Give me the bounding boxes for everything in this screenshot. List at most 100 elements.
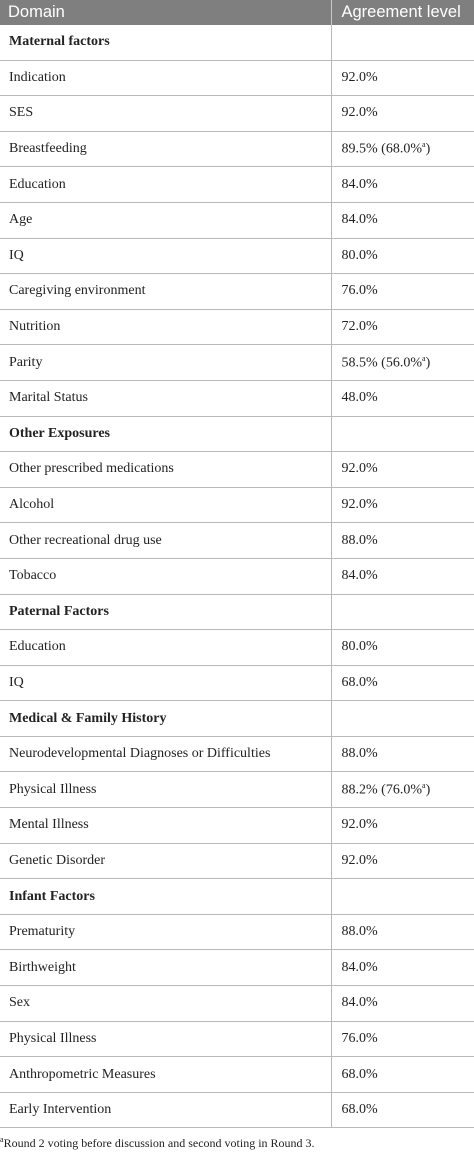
domain-cell: SES: [0, 95, 332, 132]
section-label: Other Exposures: [0, 416, 332, 453]
domain-cell: Physical Illness: [0, 1021, 332, 1058]
domain-cell: Other prescribed medications: [0, 451, 332, 488]
table-row: Indication 92.0%: [0, 60, 474, 97]
footnote-text: Round 2 voting before discussion and sec…: [3, 1136, 315, 1151]
agreement-value: 88.2% (76.0%: [341, 782, 423, 798]
agreement-cell: 88.0%: [331, 522, 474, 559]
agreement-value: 80.0%: [341, 247, 378, 263]
table-row: Marital Status 48.0%: [0, 380, 474, 417]
footnote-marker: a: [422, 353, 426, 363]
agreement-cell: 72.0%: [331, 309, 474, 346]
table-row: Prematurity 88.0%: [0, 914, 474, 951]
agreement-value: 84.0%: [341, 176, 378, 192]
agreement-cell: 80.0%: [331, 238, 474, 275]
agreement-cell: 68.0%: [331, 1092, 474, 1129]
table-row: Breastfeeding 89.5% (68.0%a): [0, 131, 474, 168]
section-header-row: Paternal Factors: [0, 594, 474, 631]
table-row: Mental Illness 92.0%: [0, 807, 474, 844]
agreement-value: 88.0%: [341, 746, 378, 762]
table-row: Genetic Disorder 92.0%: [0, 843, 474, 880]
agreement-cell: 80.0%: [331, 629, 474, 666]
domain-cell: Indication: [0, 60, 332, 97]
agreement-cell: 92.0%: [331, 60, 474, 97]
agreement-cell: [331, 416, 474, 453]
agreement-cell: 92.0%: [331, 95, 474, 132]
table-row: IQ 80.0%: [0, 238, 474, 275]
agreement-value: 88.0%: [341, 924, 378, 940]
agreement-cell: 76.0%: [331, 273, 474, 310]
agreement-cell: 92.0%: [331, 451, 474, 488]
domain-cell: Sex: [0, 985, 332, 1022]
agreement-cell: 76.0%: [331, 1021, 474, 1058]
agreement-cell: 48.0%: [331, 380, 474, 417]
section-label: Maternal factors: [0, 25, 332, 61]
agreement-cell: 88.0%: [331, 914, 474, 951]
agreement-value: 84.0%: [341, 959, 378, 975]
agreement-value: 92.0%: [341, 817, 378, 833]
domain-cell: Early Intervention: [0, 1092, 332, 1129]
domain-cell: Other recreational drug use: [0, 522, 332, 559]
agreement-cell: [331, 25, 474, 61]
agreement-cell: 68.0%: [331, 1056, 474, 1093]
agreement-value: 92.0%: [341, 69, 378, 85]
agreement-cell: 92.0%: [331, 807, 474, 844]
agreement-value: 68.0%: [341, 1066, 378, 1082]
agreement-value: 92.0%: [341, 461, 378, 477]
table-row: SES 92.0%: [0, 95, 474, 132]
domain-cell: Birthweight: [0, 949, 332, 987]
agreement-value: 68.0%: [341, 1102, 378, 1118]
agreement-value: 84.0%: [341, 212, 378, 228]
table-row: Education 80.0%: [0, 629, 474, 666]
agreement-cell: 92.0%: [331, 487, 474, 524]
agreement-cell: 84.0%: [331, 202, 474, 239]
agreement-cell: 92.0%: [331, 843, 474, 880]
table-row: Caregiving environment 76.0%: [0, 273, 474, 310]
agreement-cell: [331, 594, 474, 631]
agreement-cell: 68.0%: [331, 665, 474, 702]
header-agreement-level: Agreement level: [331, 0, 474, 25]
section-label: Paternal Factors: [0, 594, 332, 631]
agreement-cell: 84.0%: [331, 949, 474, 987]
table-row: Parity 58.5% (56.0%a): [0, 344, 474, 381]
agreement-cell: 84.0%: [331, 985, 474, 1022]
domain-cell: Marital Status: [0, 380, 332, 417]
section-header-row: Other Exposures: [0, 416, 474, 453]
agreement-cell: 84.0%: [331, 558, 474, 595]
section-label: Medical & Family History: [0, 700, 332, 737]
footnote: aRound 2 voting before discussion and se…: [0, 1128, 474, 1151]
domain-cell: Age: [0, 202, 332, 239]
table-row: Birthweight 84.0%: [0, 949, 474, 987]
section-label: Infant Factors: [0, 878, 332, 915]
agreement-value: 48.0%: [341, 390, 378, 406]
domain-cell: Mental Illness: [0, 807, 332, 844]
agreement-cell: [331, 878, 474, 915]
section-header-row: Medical & Family History: [0, 700, 474, 737]
footnote-mark: a: [0, 1135, 4, 1145]
agreement-cell: 89.5% (68.0%a): [331, 131, 474, 168]
agreement-value: 84.0%: [341, 568, 378, 584]
table-row: Other prescribed medications 92.0%: [0, 451, 474, 488]
agreement-value: 89.5% (68.0%: [341, 141, 423, 157]
agreement-value: 92.0%: [341, 852, 378, 868]
agreement-value: 68.0%: [341, 674, 378, 690]
agreement-cell: 58.5% (56.0%a): [331, 344, 474, 381]
agreement-value: 58.5% (56.0%: [341, 355, 423, 371]
agreement-value-tail: ): [425, 141, 431, 157]
section-header-row: Infant Factors: [0, 878, 474, 915]
agreement-value: 80.0%: [341, 639, 378, 655]
table-row: Physical Illness 88.2% (76.0%a): [0, 771, 474, 809]
footnote-marker: a: [422, 780, 426, 790]
domain-cell: Nutrition: [0, 309, 332, 346]
domain-cell: Caregiving environment: [0, 273, 332, 310]
agreement-cell: 88.2% (76.0%a): [331, 771, 474, 809]
agreement-value: 92.0%: [341, 497, 378, 513]
table-row: Physical Illness 76.0%: [0, 1021, 474, 1058]
footnote-marker: a: [422, 140, 426, 150]
agreement-cell: 84.0%: [331, 166, 474, 203]
agreement-table: Domain Agreement level Maternal factors I…: [0, 0, 474, 1129]
domain-cell: Neurodevelopmental Diagnoses or Difficul…: [0, 736, 332, 773]
domain-cell: Anthropometric Measures: [0, 1056, 332, 1093]
domain-cell: Alcohol: [0, 487, 332, 524]
table-row: Nutrition 72.0%: [0, 309, 474, 346]
agreement-value-tail: ): [425, 355, 431, 371]
